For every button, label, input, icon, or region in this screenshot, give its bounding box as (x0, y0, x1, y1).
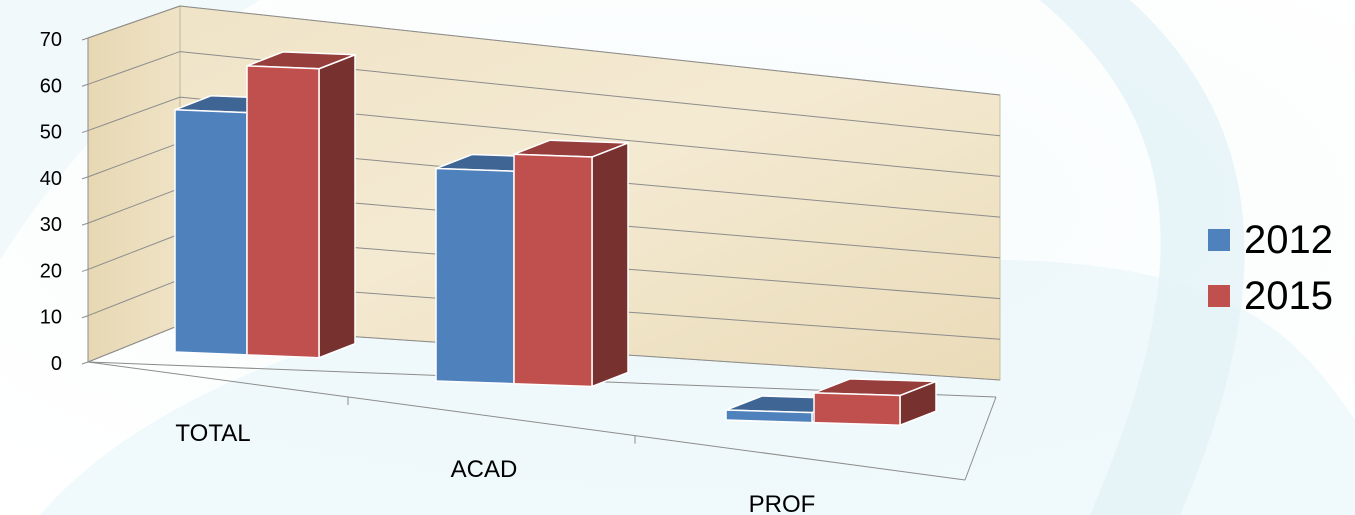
bar-front (246, 65, 320, 359)
bar-side (591, 141, 629, 388)
y-tick-mark (81, 315, 89, 319)
x-category-labels: TOTAL ACAD PROF (175, 420, 815, 515)
legend-item-2012: 2012 (1208, 212, 1333, 268)
y-tick-label: 40 (40, 168, 62, 190)
y-tick-label: 70 (40, 29, 62, 51)
x-category-label: ACAD (451, 456, 518, 483)
bar-acad-2015 (513, 139, 629, 388)
legend-label-2012: 2012 (1244, 218, 1333, 262)
gridline-side (87, 51, 181, 85)
bar-front (725, 409, 813, 424)
gridline-side (87, 5, 181, 39)
y-tick-mark (81, 222, 89, 226)
legend-swatch-2012 (1208, 229, 1231, 251)
bar-prof-2015 (813, 378, 937, 427)
gridline-side (87, 278, 181, 317)
y-tick-labels: 0 10 20 30 40 50 60 70 (40, 29, 62, 375)
y-tick-mark (81, 130, 89, 134)
bar-front (174, 108, 248, 356)
y-tick-mark (81, 83, 89, 87)
legend-label-2015: 2015 (1244, 274, 1333, 318)
bar-total-2015 (246, 51, 356, 359)
x-category-label: PROF (749, 491, 816, 515)
y-tick-mark (81, 268, 89, 272)
gridline-side (87, 233, 181, 270)
bar-front (813, 392, 901, 426)
gridline (179, 5, 1001, 96)
y-tick-label: 20 (40, 260, 62, 282)
gridline-side (87, 142, 181, 178)
legend-item-2015: 2015 (1208, 268, 1333, 324)
y-tick-label: 10 (40, 307, 62, 329)
gridline-side (87, 187, 181, 224)
bars (174, 51, 937, 427)
bar-side (318, 53, 356, 359)
y-tick-label: 60 (40, 75, 62, 97)
y-tick-label: 50 (40, 122, 62, 144)
y-tick-mark (81, 361, 89, 365)
bar-front (435, 167, 515, 385)
x-axis (87, 361, 966, 481)
y-tick-label: 30 (40, 214, 62, 236)
x-axis-side (964, 396, 997, 481)
legend: 2012 2015 (1208, 212, 1333, 324)
x-category-label: TOTAL (175, 420, 250, 447)
gridline-side (87, 96, 181, 132)
y-tick-mark (81, 37, 89, 41)
y-tick-mark (81, 176, 89, 180)
bar-front (513, 153, 593, 388)
legend-swatch-2015 (1208, 285, 1231, 307)
gridline-side (87, 324, 181, 363)
y-tick-label: 0 (51, 353, 62, 375)
